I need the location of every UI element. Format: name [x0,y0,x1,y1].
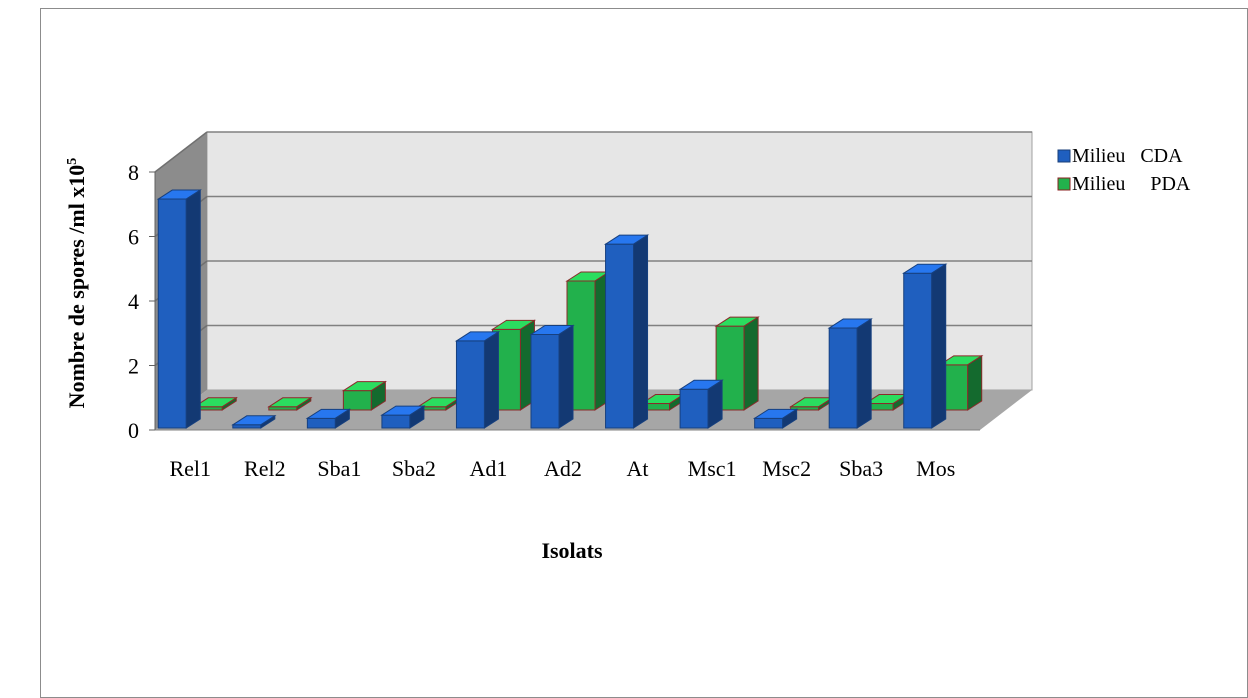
bar-cda-Rel1-side [185,189,201,429]
x-category-label: Rel1 [169,456,211,481]
bar-cda-Msc2-front [754,417,784,429]
gridline-side [154,131,208,173]
bar-cda-At-front [605,243,635,429]
bar-cda-Ad2-side [558,324,574,429]
x-category-label: Msc2 [762,456,811,481]
bar-cda-Msc2 [752,408,799,429]
y-tick-label: 0 [128,418,139,443]
bar-cda-Ad1-side [483,331,499,429]
bar-cda-Rel2-side [260,414,276,429]
bar-chart: 0 2 4 6 8 Rel1 Rel2 Sba1 Sba2 Ad1 Ad2 At Msc1 Msc2 Sb… [64,131,1191,563]
legend: Milieu CDA Milieu PDA [1057,145,1191,195]
bar-cda-Msc1-side [707,379,723,429]
y-tick-label: 2 [128,354,139,379]
bar-cda-Rel1-front [157,198,187,429]
bar-cda-Sba3 [827,318,873,429]
y-axis-title: Nombre de spores /ml x105 [64,158,89,409]
y-axis-ticks: 0 2 4 6 8 [128,160,156,443]
bar-cda-Sba2-front [381,414,411,429]
bar-cda-Sba3-front [828,327,858,429]
x-category-label: Mos [916,456,955,481]
bar-pda-Rel2 [267,396,313,411]
bars [156,189,984,429]
bar-pda-Mos-side [967,354,983,411]
bar-cda-Ad2-front [530,333,560,429]
bar-cda-Msc1 [678,379,724,429]
y-tick-label: 8 [128,160,139,185]
x-axis-categories: Rel1 Rel2 Sba1 Sba2 Ad1 Ad2 At Msc1 Msc2 Sba3 Mos [169,456,955,481]
bar-cda-Sba3-side [856,318,872,429]
bar-cda-Mos-front [903,272,933,429]
legend-swatch-pda [1057,177,1071,191]
x-category-label: Msc1 [688,456,737,481]
bar-pda-Sba1-front [342,390,372,411]
bar-cda-Sba2-side [409,405,425,429]
x-category-label: At [627,456,649,481]
legend-label-pda: Milieu PDA [1072,173,1191,195]
x-category-label: Sba3 [839,456,883,481]
bar-pda-Sba1 [341,380,388,411]
bar-pda-Sba2 [416,396,462,411]
bar-cda-Sba1-side [334,408,350,429]
bar-cda-Ad1-front [455,340,485,429]
bar-cda-Sba2 [380,405,426,429]
bar-cda-At-side [633,234,649,429]
bar-pda-Msc1-side [743,316,759,411]
x-category-label: Ad2 [544,456,582,481]
y-tick-label: 4 [128,289,139,314]
bar-cda-Sba1 [305,408,352,429]
bar-cda-At [603,234,650,429]
x-category-label: Sba1 [317,456,361,481]
bar-pda-Rel2-side [296,396,312,411]
bar-cda-Msc1-front [679,388,709,429]
bar-cda-Rel2 [231,414,277,429]
bar-cda-Mos-side [931,263,947,429]
bar-cda-Ad2 [529,324,575,429]
bar-cda-Ad1 [454,331,501,429]
bar-cda-Msc2-side [782,408,798,429]
legend-swatch-cda [1057,149,1071,163]
bar-pda-Msc1 [714,316,760,411]
x-category-label: Sba2 [392,456,436,481]
x-category-label: Ad1 [470,456,508,481]
bar-cda-Rel1 [156,189,202,429]
bar-pda-Sba1-side [370,380,386,411]
bar-cda-Sba1-front [306,417,336,429]
legend-label-cda: Milieu CDA [1072,145,1183,167]
x-axis-title: Isolats [541,538,603,563]
x-category-label: Rel2 [244,456,286,481]
y-tick-label: 6 [128,225,139,250]
bar-cda-Mos [902,263,948,429]
bar-pda-Rel1-side [221,396,237,411]
